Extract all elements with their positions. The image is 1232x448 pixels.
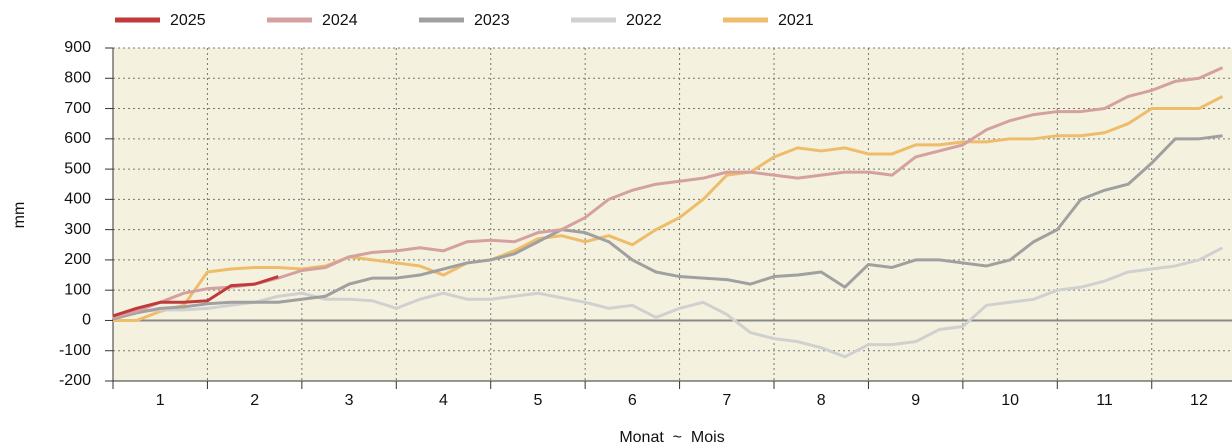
series-line <box>113 95 1224 322</box>
y-tick-label: -100 <box>59 342 91 359</box>
y-tick-label: 0 <box>82 312 91 329</box>
x-tick-label: 1 <box>156 392 165 409</box>
x-tick-label: 4 <box>439 392 448 409</box>
y-tick-label: 800 <box>64 69 91 86</box>
x-tick-label: 3 <box>345 392 354 409</box>
series-line <box>112 66 1224 319</box>
x-tick-label: 10 <box>1001 392 1019 409</box>
x-tick-label: 9 <box>911 392 920 409</box>
x-tick-label: 8 <box>817 392 826 409</box>
x-tick-label: 2 <box>250 392 259 409</box>
series-line <box>112 246 1224 359</box>
y-tick-label: 400 <box>64 191 91 208</box>
legend-label: 2025 <box>170 12 206 29</box>
series-line <box>112 134 1223 321</box>
y-tick-label: 100 <box>64 281 91 298</box>
plot-area <box>113 48 1232 381</box>
y-tick-label: 900 <box>64 39 91 56</box>
y-tick-label: -200 <box>59 372 91 389</box>
x-tick-label: 6 <box>628 392 637 409</box>
y-tick-label: 700 <box>64 100 91 117</box>
x-tick-label: 5 <box>533 392 542 409</box>
x-tick-label: 11 <box>1096 392 1113 409</box>
x-axis-label: Monat ~ Mois <box>619 429 724 446</box>
y-tick-label: 300 <box>64 221 91 238</box>
y-tick-label: 200 <box>64 251 91 268</box>
legend-label: 2021 <box>778 12 814 29</box>
x-tick-label: 12 <box>1190 392 1208 409</box>
legend-label: 2022 <box>626 12 662 29</box>
y-tick-label: 600 <box>64 130 91 147</box>
legend-label: 2024 <box>322 12 358 29</box>
series-line <box>112 275 279 318</box>
legend-label: 2023 <box>474 12 510 29</box>
y-tick-label: 500 <box>64 160 91 177</box>
x-tick-label: 7 <box>722 392 731 409</box>
y-axis-label: mm <box>11 202 28 229</box>
